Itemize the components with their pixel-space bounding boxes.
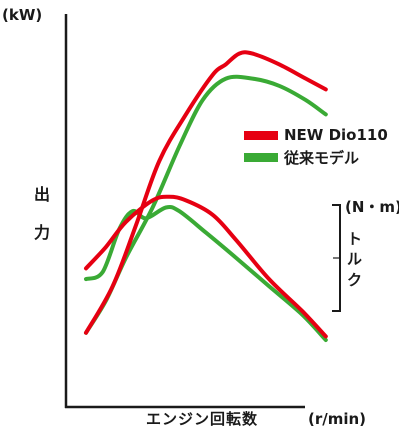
series-power-new: [84, 50, 328, 335]
legend-item-new: NEW Dio110: [244, 124, 388, 146]
y-axis-unit: (kW): [2, 6, 43, 24]
legend-item-old: 従来モデル: [244, 146, 388, 168]
torque-axis-label: トルク: [347, 229, 362, 290]
legend-label-new: NEW Dio110: [284, 126, 388, 144]
legend-label-old: 従来モデル: [284, 148, 360, 167]
legend: NEW Dio110 従来モデル: [244, 124, 388, 168]
x-axis-label: エンジン回転数: [146, 410, 259, 428]
series-power-old: [84, 74, 328, 335]
legend-swatch-new: [244, 130, 278, 140]
torque-axis-unit: (N・m): [345, 198, 399, 216]
torque-axis-label-char-1: ル: [347, 250, 363, 269]
torque-axis-label-char-2: ク: [347, 270, 363, 289]
torque-axis-bracket: [332, 204, 341, 312]
y-axis-label: 出力: [34, 176, 50, 253]
series-torque-new: [84, 194, 328, 339]
y-axis-label-char-0: 出: [34, 185, 51, 204]
y-axis-label-char-1: 力: [34, 223, 51, 243]
legend-swatch-old: [244, 152, 278, 162]
chart-axes: [64, 14, 305, 409]
x-axis-unit: (r/min): [308, 410, 367, 428]
chart-series: [84, 50, 328, 342]
torque-axis-label-char-0: ト: [347, 230, 363, 248]
